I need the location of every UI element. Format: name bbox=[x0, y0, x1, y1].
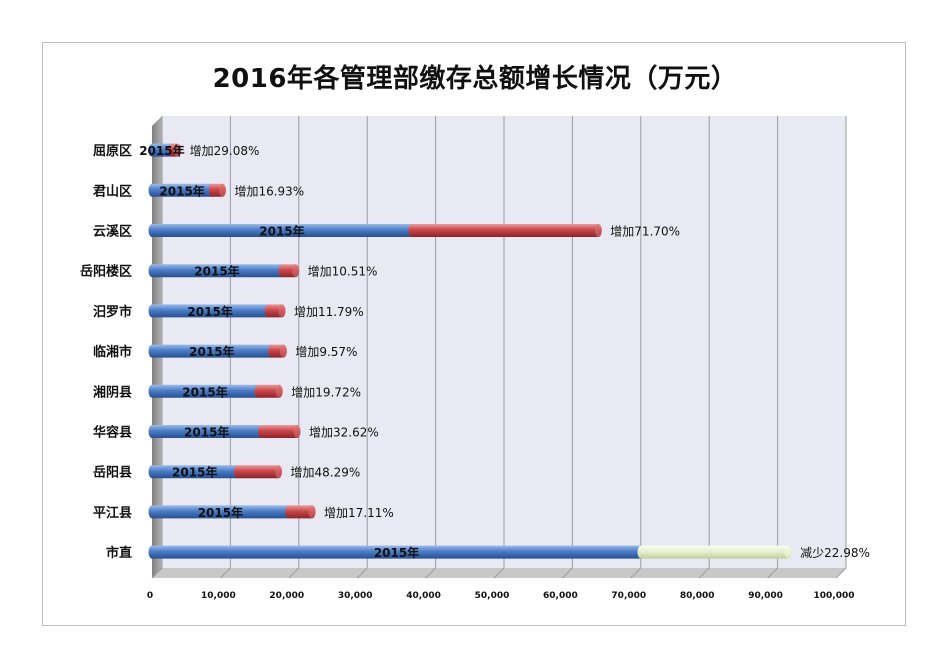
grid-floor-line bbox=[835, 567, 847, 579]
bar-inner-label: 2015年 bbox=[187, 304, 232, 319]
bar-inner-label: 2015年 bbox=[198, 505, 243, 520]
x-tick-label: 70,000 bbox=[611, 591, 646, 601]
bar-segment-cap bbox=[174, 143, 182, 157]
x-tick-label: 10,000 bbox=[201, 591, 236, 601]
bar-segment bbox=[148, 425, 265, 438]
bar-annotation: 增加19.72% bbox=[291, 385, 361, 399]
bar-inner-label: 2015年 bbox=[172, 465, 217, 480]
bar-segment bbox=[148, 505, 293, 519]
category-label: 湘阴县 bbox=[93, 384, 132, 400]
bar-segment-cap bbox=[275, 465, 283, 479]
bar-segment-cap bbox=[278, 304, 286, 318]
category-label: 岳阳楼区 bbox=[80, 264, 132, 280]
bar-segment bbox=[285, 505, 316, 519]
bar-annotation: 减少22.98% bbox=[800, 546, 870, 560]
x-tick-label: 20,000 bbox=[269, 591, 304, 601]
bar-segment bbox=[408, 224, 602, 237]
bar-annotation: 增加10.51% bbox=[308, 265, 378, 279]
bar-segment-cap bbox=[594, 224, 602, 237]
category-label: 临湘市 bbox=[93, 344, 132, 360]
bar-segment bbox=[148, 465, 242, 479]
bar-segment bbox=[148, 384, 262, 398]
bar-inner-label: 2015年 bbox=[184, 425, 229, 440]
x-tick-label: 80,000 bbox=[680, 591, 715, 601]
bar-annotation: 增加9.57% bbox=[295, 345, 357, 359]
bar-segment-cap bbox=[275, 384, 283, 398]
bar-segment bbox=[637, 545, 792, 559]
category-label: 屈原区 bbox=[93, 144, 132, 159]
bar-segment-cap bbox=[293, 425, 301, 438]
grid-floor-line bbox=[562, 567, 573, 579]
grid-floor-line bbox=[220, 567, 231, 579]
bar-inner-label: 2015年 bbox=[189, 344, 234, 359]
bar-annotation: 增加17.11% bbox=[324, 506, 394, 520]
bar-inner-label: 2015年 bbox=[182, 384, 227, 399]
bar-inner-label: 2015年 bbox=[159, 183, 204, 198]
grid-floor-line bbox=[493, 567, 505, 579]
bar-segment bbox=[148, 143, 176, 157]
grid-floor-line bbox=[356, 567, 368, 579]
bar-segment-cap bbox=[308, 505, 316, 519]
x-tick-label: 100,000 bbox=[814, 591, 855, 601]
bar-annotation: 增加16.93% bbox=[234, 184, 304, 198]
x-tick-label: 30,000 bbox=[338, 591, 373, 601]
grid-floor-line bbox=[698, 567, 710, 579]
bar-inner-label: 2015年 bbox=[374, 545, 419, 560]
bar-annotation: 增加48.29% bbox=[291, 466, 361, 480]
grid-floor-line bbox=[767, 567, 778, 579]
chart-title: 2016年各管理部缴存总额增长情况（万元） bbox=[212, 64, 738, 94]
x-tick-label: 50,000 bbox=[475, 591, 510, 601]
grid-floor-line bbox=[151, 567, 163, 579]
category-label: 市直 bbox=[106, 545, 132, 561]
x-tick-label: 60,000 bbox=[543, 591, 578, 601]
category-label: 华容县 bbox=[93, 425, 132, 441]
bar-inner-label: 2015年 bbox=[139, 143, 184, 158]
bar-segment bbox=[148, 344, 276, 358]
category-label: 汨罗市 bbox=[93, 304, 132, 320]
bar-annotation: 增加32.62% bbox=[309, 426, 379, 440]
bar-segment bbox=[148, 183, 216, 197]
bar-segment bbox=[148, 224, 416, 237]
bar-segment bbox=[234, 465, 283, 479]
bar-segment bbox=[254, 384, 283, 398]
bar-inner-label: 2015年 bbox=[194, 264, 239, 279]
bar-annotation: 增加71.70% bbox=[610, 225, 680, 239]
bar-segment bbox=[148, 304, 272, 318]
grid-floor-line bbox=[630, 567, 642, 579]
bar-segment-cap bbox=[292, 264, 300, 278]
category-label: 岳阳县 bbox=[93, 466, 132, 481]
x-tick-label: 40,000 bbox=[406, 591, 441, 601]
category-label: 君山区 bbox=[93, 183, 132, 199]
bar-segment-cap bbox=[279, 344, 287, 358]
bar-segment-cap bbox=[784, 545, 792, 559]
grid-floor-line bbox=[288, 567, 300, 579]
bar-inner-label: 2015年 bbox=[259, 224, 304, 239]
category-label: 云溪区 bbox=[93, 224, 132, 240]
x-tick-label: 90,000 bbox=[748, 591, 783, 601]
bar-segment bbox=[148, 264, 286, 278]
bar-annotation: 增加11.79% bbox=[294, 305, 364, 319]
x-tick-label: 0 bbox=[147, 591, 153, 601]
bar-segment-cap bbox=[218, 183, 226, 197]
bar-segment bbox=[257, 425, 301, 438]
bar-annotation: 增加29.08% bbox=[190, 144, 260, 158]
grid-floor-line bbox=[425, 567, 436, 579]
category-label: 平江县 bbox=[93, 505, 132, 521]
bar-segment bbox=[148, 545, 645, 559]
